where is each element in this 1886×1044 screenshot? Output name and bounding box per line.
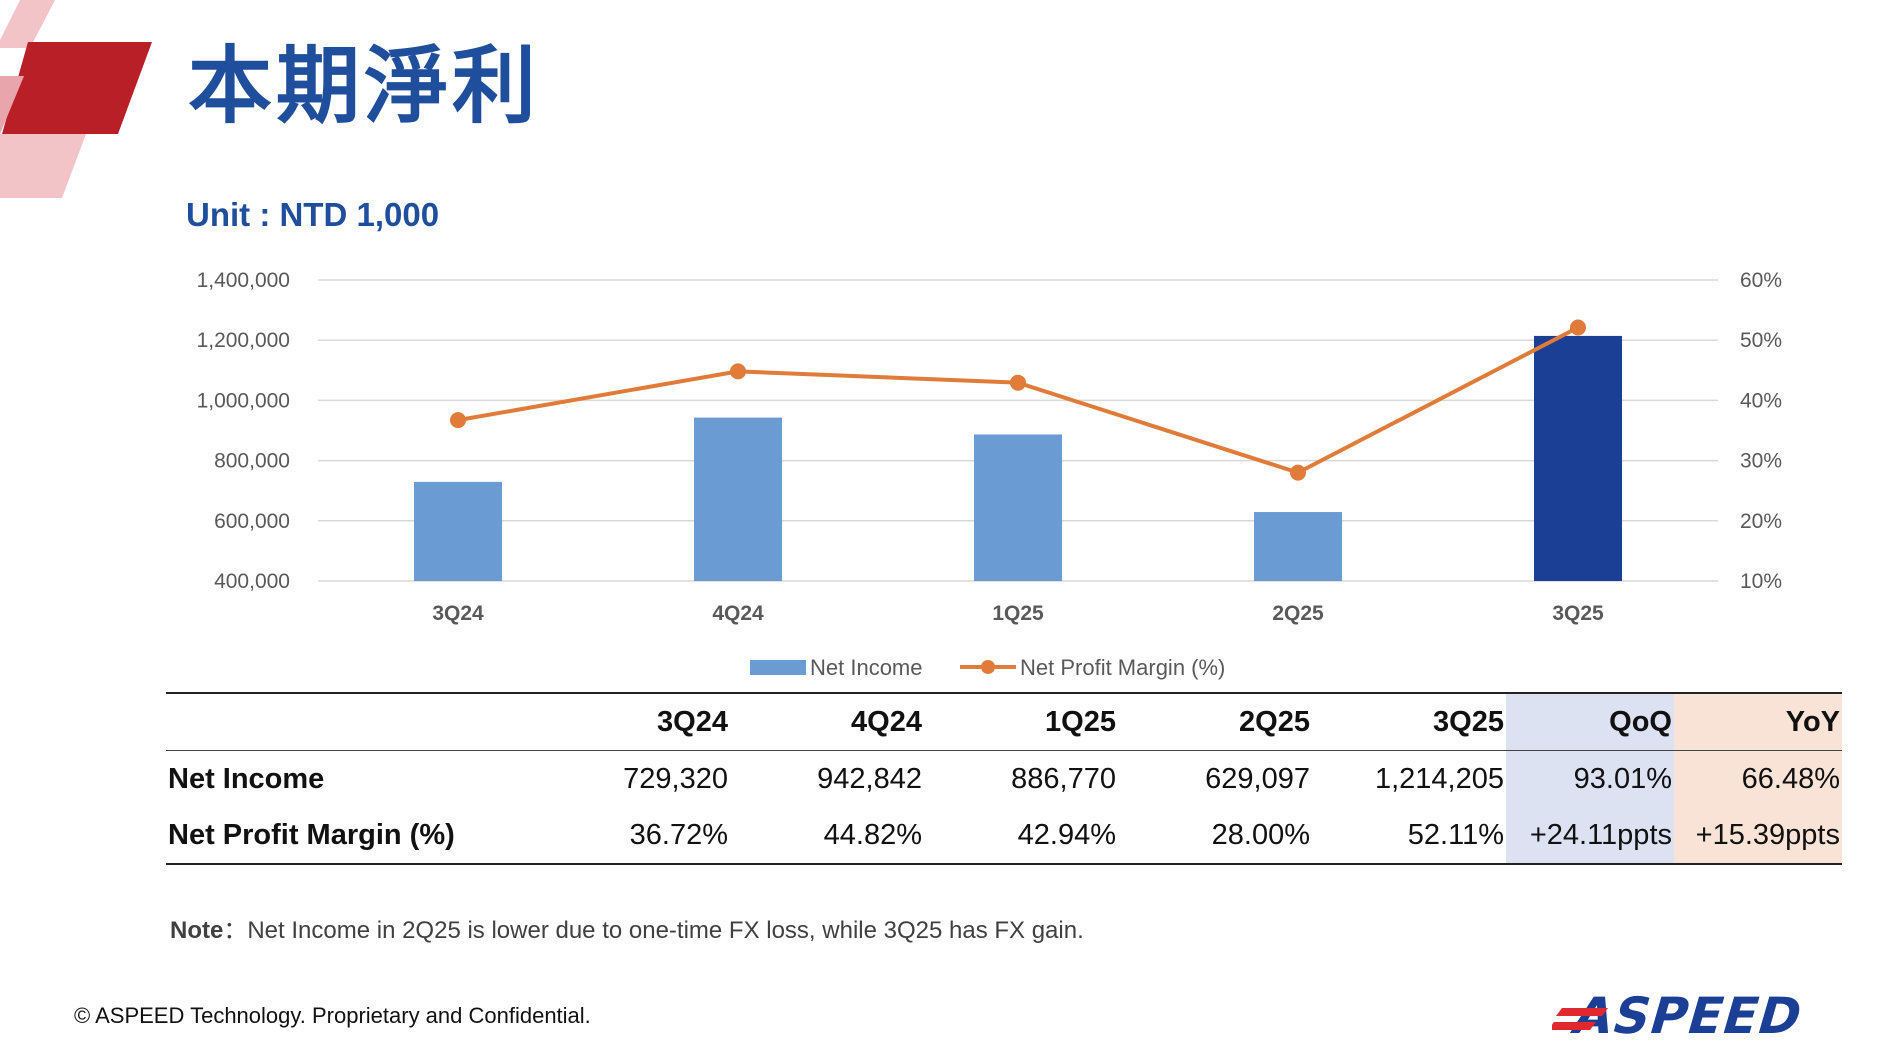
table-cell: 942,842 <box>817 762 922 795</box>
table-cell: 42.94% <box>1017 818 1116 851</box>
bar-net-income <box>694 417 782 581</box>
legend-label-net-income: Net Income <box>810 655 923 680</box>
row-label-net-profit-margin: Net Profit Margin (%) <box>168 818 455 851</box>
legend-label-net-profit-margin: Net Profit Margin (%) <box>1020 655 1225 680</box>
y-right-tick-label: 20% <box>1740 510 1782 533</box>
y-left-tick-label: 800,000 <box>214 450 290 473</box>
table-header-qoq: QoQ <box>1506 693 1674 751</box>
table-cell: 44.82% <box>823 818 922 851</box>
table-cell-yoy: +15.39ppts <box>1674 807 1842 864</box>
net-income-chart: 400,000 10% 600,000 20% 800,000 30% 1,000,000 4… <box>197 269 1782 680</box>
x-tick-label: 3Q25 <box>1552 602 1604 625</box>
logo-red-stripe <box>1552 1022 1596 1030</box>
table-cell: 729,320 <box>623 762 728 795</box>
table-cell-qoq: 93.01% <box>1506 750 1674 807</box>
y-left-tick-label: 1,200,000 <box>197 329 290 352</box>
row-label-net-income: Net Income <box>168 762 325 795</box>
table-header-1q25: 1Q25 <box>1045 705 1116 738</box>
table-header-3q25: 3Q25 <box>1433 705 1504 738</box>
y-right-tick-label: 40% <box>1740 389 1782 412</box>
note-text: Net Income in 2Q25 is lower due to one-t… <box>247 917 1084 944</box>
point-net-profit-margin <box>1570 319 1586 336</box>
point-net-profit-margin <box>730 363 746 380</box>
y-left-tick-label: 600,000 <box>214 510 290 533</box>
table-header-2q25: 2Q25 <box>1239 705 1310 738</box>
x-tick-label: 2Q25 <box>1272 602 1324 625</box>
table-cell-yoy: 66.48% <box>1674 750 1842 807</box>
y-left-tick-label: 1,400,000 <box>197 269 290 292</box>
table-header-3q24: 3Q24 <box>657 705 728 738</box>
point-net-profit-margin <box>1010 374 1026 391</box>
table-cell: 36.72% <box>629 818 728 851</box>
x-tick-label: 3Q24 <box>432 602 484 625</box>
table-cell: 629,097 <box>1205 762 1310 795</box>
table-row-net-income: Net Income 729,320 942,842 886,770 629,0… <box>166 750 1842 807</box>
logo-text: ASPEED <box>1566 990 1810 1040</box>
table-header-yoy: YoY <box>1674 693 1842 751</box>
footnote: Note：Net Income in 2Q25 is lower due to … <box>170 910 1084 945</box>
y-right-tick-label: 60% <box>1740 269 1782 292</box>
logo-red-stripe <box>1556 1008 1608 1016</box>
bar-net-income <box>414 481 502 581</box>
point-net-profit-margin <box>450 412 466 429</box>
aspeed-logo: ASPEED <box>1552 990 1810 1040</box>
point-net-profit-margin <box>1290 464 1306 481</box>
table-header-row: 3Q24 4Q24 1Q25 2Q25 3Q25 QoQ YoY <box>166 693 1842 751</box>
y-left-tick-label: 1,000,000 <box>197 389 290 412</box>
y-right-tick-label: 30% <box>1740 450 1782 473</box>
table-row-net-profit-margin: Net Profit Margin (%) 36.72% 44.82% 42.9… <box>166 807 1842 864</box>
legend-swatch-net-income <box>750 660 806 675</box>
y-right-tick-label: 50% <box>1740 329 1782 352</box>
x-tick-label: 1Q25 <box>992 602 1044 625</box>
y-right-tick-label: 10% <box>1740 570 1782 593</box>
bar-net-income <box>1254 512 1342 581</box>
note-label: Note <box>170 917 224 944</box>
table-cell: 886,770 <box>1011 762 1116 795</box>
copyright-footer: © ASPEED Technology. Proprietary and Con… <box>74 1003 591 1028</box>
corner-decoration <box>0 0 152 198</box>
unit-label: Unit : NTD 1,000 <box>186 196 440 233</box>
table-header-blank <box>166 693 536 751</box>
table-cell: 28.00% <box>1211 818 1310 851</box>
table-header-4q24: 4Q24 <box>851 705 922 738</box>
table-cell: 52.11% <box>1407 818 1504 851</box>
y-left-tick-label: 400,000 <box>214 570 290 593</box>
summary-table: 3Q24 4Q24 1Q25 2Q25 3Q25 QoQ YoY Net Inc… <box>166 692 1842 865</box>
bar-net-income <box>1534 335 1622 581</box>
page-title: 本期淨利 <box>188 37 541 135</box>
note-separator: ： <box>223 917 248 944</box>
legend-marker-net-profit-margin <box>981 660 995 674</box>
table-cell: 1,214,205 <box>1374 762 1504 795</box>
bar-net-income <box>974 434 1062 581</box>
x-tick-label: 4Q24 <box>712 602 764 625</box>
table-cell-qoq: +24.11ppts <box>1506 807 1674 864</box>
